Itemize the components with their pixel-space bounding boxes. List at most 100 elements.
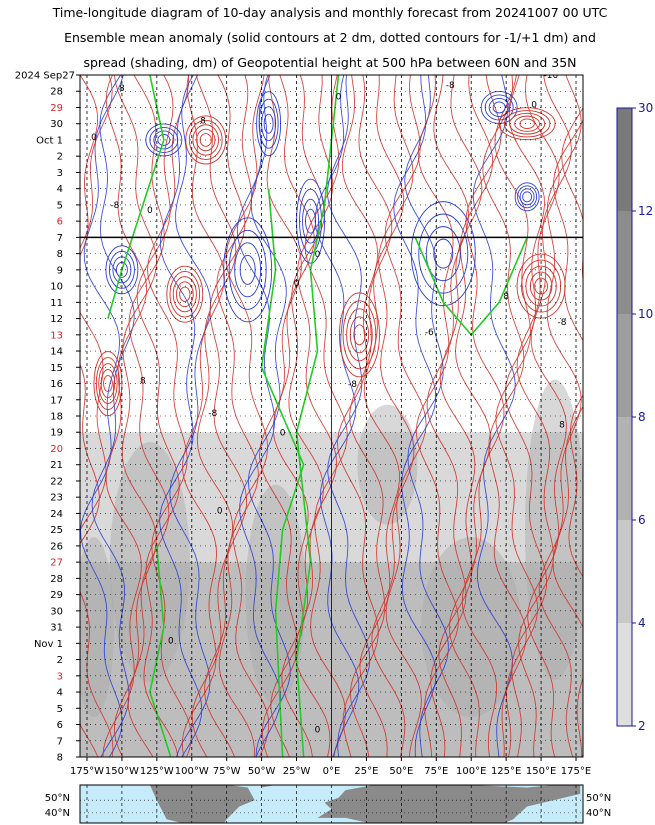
positive-anomaly-contour bbox=[136, 75, 180, 757]
map-strip: 50°N 40°N 50°N 40°N bbox=[45, 784, 611, 824]
land-polygon bbox=[317, 785, 581, 823]
chart-title-line-3: spread (shading, dm) of Geopotential hei… bbox=[83, 55, 576, 70]
positive-anomaly-contour bbox=[181, 75, 225, 757]
contour-label: 8 bbox=[200, 117, 206, 127]
contour-label: 8 bbox=[559, 420, 565, 430]
y-tick-label: 31 bbox=[50, 623, 63, 634]
positive-anomaly-contour bbox=[100, 369, 116, 398]
y-tick-label: 17 bbox=[50, 395, 63, 406]
map-lat-label-40-left: 40°N bbox=[45, 808, 70, 819]
negative-anomaly-contour bbox=[433, 238, 454, 269]
x-tick-label: 125°W bbox=[140, 766, 174, 777]
x-tick-label: 0°E bbox=[323, 766, 341, 777]
grid-lines bbox=[80, 75, 583, 757]
y-tick-label: 2 bbox=[57, 152, 63, 163]
contour-label: 0 bbox=[294, 279, 300, 289]
y-tick-label: 5 bbox=[57, 200, 63, 211]
map-frame bbox=[79, 784, 584, 824]
contour-label: 0 bbox=[336, 92, 342, 102]
positive-anomaly-contour bbox=[538, 75, 582, 757]
y-tick-label: 7 bbox=[57, 736, 63, 747]
positive-anomaly-contour bbox=[503, 110, 551, 138]
y-tick-label: 15 bbox=[50, 363, 63, 374]
x-tick-label: 100°E bbox=[456, 766, 486, 777]
y-tick-label: 12 bbox=[50, 314, 63, 325]
y-tick-label: 20 bbox=[50, 444, 63, 455]
map-lat-label-40-right: 40°N bbox=[586, 808, 611, 819]
x-tick-label: 175°E bbox=[561, 766, 591, 777]
y-tick-label: 24 bbox=[50, 509, 63, 520]
contour-label: 0 bbox=[168, 636, 174, 646]
contour-labels: 8 8 0 -8 -10 0 0 0 -8 0 0 -6 8 -8 0 -8 8 -8 8 0 0 0 bbox=[91, 71, 567, 736]
colorbar-tick-label: 4 bbox=[638, 616, 646, 630]
y-tick-label: 6 bbox=[57, 217, 63, 228]
negative-anomaly-contour bbox=[393, 75, 437, 757]
contour-label: -8 bbox=[208, 409, 217, 419]
contour-label: -10 bbox=[544, 71, 559, 81]
negative-anomaly-contour bbox=[228, 229, 267, 310]
positive-anomaly-contour bbox=[98, 363, 118, 404]
y-tick-label: 29 bbox=[50, 590, 63, 601]
positive-anomaly-contour bbox=[95, 357, 120, 410]
colorbar-tick-label: 8 bbox=[638, 410, 646, 424]
y-tick-label: 8 bbox=[57, 249, 63, 260]
y-tick-label: 3 bbox=[57, 168, 63, 179]
land-polygon bbox=[149, 785, 255, 823]
contour-label: 0 bbox=[280, 428, 286, 438]
negative-anomaly-contour bbox=[418, 213, 469, 294]
negative-anomaly-contour bbox=[153, 130, 175, 150]
positive-anomaly-contour bbox=[534, 277, 548, 295]
colorbar-tick-label: 2 bbox=[638, 719, 646, 733]
y-tick-label: 4 bbox=[57, 688, 63, 699]
colorbar-tick-label: 12 bbox=[638, 204, 653, 218]
y-tick-label: 9 bbox=[57, 265, 63, 276]
y-tick-label: 13 bbox=[50, 330, 63, 341]
y-tick-label: 26 bbox=[50, 541, 63, 552]
contour-label: 8 bbox=[119, 84, 125, 94]
y-tick-label: 8 bbox=[57, 753, 63, 764]
y-tick-label: 4 bbox=[57, 184, 63, 195]
x-tick-label: 75°W bbox=[213, 766, 241, 777]
x-tick-label: 150°W bbox=[105, 766, 139, 777]
positive-anomaly-contour bbox=[426, 75, 470, 757]
y-tick-label: 28 bbox=[50, 87, 63, 98]
negative-anomaly-contour bbox=[302, 198, 319, 244]
y-tick-label: 21 bbox=[50, 460, 63, 471]
positive-anomaly-contour bbox=[519, 118, 535, 129]
negative-anomaly-contour bbox=[519, 188, 535, 206]
chart-title-line-1: Time-longitude diagram of 10-day analysi… bbox=[52, 5, 608, 20]
x-tick-label: 150°E bbox=[526, 766, 556, 777]
x-tick-label: 100°W bbox=[175, 766, 209, 777]
colorbar-segment bbox=[617, 108, 632, 211]
x-tick-label: 75°E bbox=[424, 766, 448, 777]
spread-blob bbox=[80, 537, 114, 718]
positive-anomaly-contour bbox=[338, 292, 380, 378]
x-tick-label: 50°W bbox=[248, 766, 276, 777]
contour-label: -8 bbox=[446, 81, 455, 91]
colorbar-segment bbox=[617, 520, 632, 623]
y-tick-label: 30 bbox=[50, 606, 63, 617]
positive-anomaly-contour bbox=[80, 75, 100, 757]
negative-anomaly-contour bbox=[263, 113, 274, 134]
colorbar-segment bbox=[617, 623, 632, 726]
x-tick-label: 25°W bbox=[283, 766, 311, 777]
positive-anomaly-contour bbox=[349, 75, 393, 757]
spread-blob bbox=[525, 379, 583, 680]
positive-anomaly-contour bbox=[166, 265, 204, 323]
colorbar: 30 12 10 8 6 4 2 bbox=[616, 101, 653, 733]
y-tick-label: 22 bbox=[50, 476, 63, 487]
x-axis: 175°W 150°W 125°W 100°W 75°W 50°W 25°W 0°E 25°E 5… bbox=[70, 757, 591, 777]
y-tick-label: 11 bbox=[50, 298, 63, 309]
map-grid bbox=[80, 785, 583, 823]
zero-anomaly-contour bbox=[107, 75, 165, 319]
contour-label: -8 bbox=[558, 318, 567, 328]
y-tick-label: 7 bbox=[57, 233, 63, 244]
colorbar-tick-label: 30 bbox=[638, 101, 653, 115]
positive-anomaly-contour bbox=[259, 75, 302, 757]
land-polygon bbox=[260, 785, 276, 788]
positive-anomaly-contour bbox=[172, 276, 197, 313]
plot-area: 8 8 0 -8 -10 0 0 0 -8 0 0 -6 8 -8 0 -8 8 -8 8 0 0 0 bbox=[79, 71, 584, 758]
contour-label: -8 bbox=[110, 201, 119, 211]
negative-anomaly-contour bbox=[327, 75, 371, 757]
